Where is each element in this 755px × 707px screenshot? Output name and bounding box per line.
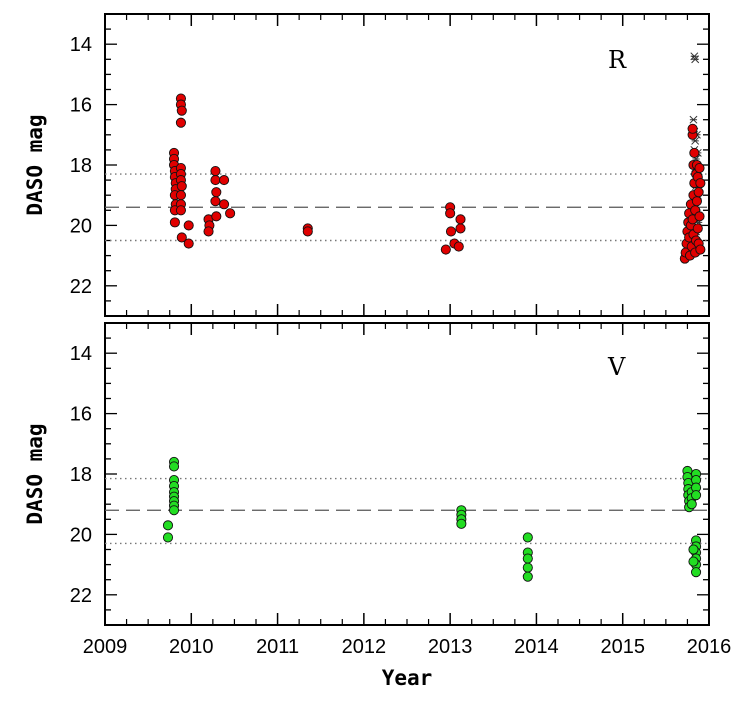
x-axis-title: Year bbox=[382, 666, 433, 690]
r-panel-data-point bbox=[169, 217, 180, 228]
r-panel-upper-limit-marker bbox=[691, 55, 700, 64]
v-panel-data-point bbox=[162, 520, 174, 531]
x-tick-label: 2013 bbox=[428, 636, 473, 658]
r-panel-y-tick-label: 20 bbox=[70, 215, 92, 237]
r-panel-data-point bbox=[225, 208, 236, 219]
v-panel-data-point bbox=[522, 562, 533, 573]
v-panel-y-tick-label: 14 bbox=[70, 343, 92, 365]
v-panel-data-point bbox=[168, 505, 180, 516]
v-panel-y-axis-title: DASO mag bbox=[23, 423, 47, 524]
v-panel-data-point bbox=[522, 553, 533, 564]
r-panel-data-point bbox=[440, 244, 451, 255]
v-panel-data-point bbox=[456, 518, 467, 529]
v-panel-data-point bbox=[688, 556, 699, 567]
r-panel-data-point bbox=[695, 244, 706, 255]
r-panel-data-point bbox=[453, 241, 464, 252]
r-panel-data-point bbox=[694, 162, 705, 174]
v-panel-y-tick-label: 16 bbox=[70, 404, 92, 426]
v-panel-label: V bbox=[607, 353, 626, 381]
x-tick-label: 2012 bbox=[342, 636, 387, 658]
r-panel-data-point bbox=[183, 220, 194, 231]
r-panel-y-tick-label: 16 bbox=[70, 95, 92, 117]
r-panel-data-point bbox=[455, 214, 466, 225]
r-panel-data-point bbox=[694, 211, 705, 222]
v-panel-data-point bbox=[522, 571, 533, 582]
r-panel-data-point bbox=[211, 211, 222, 222]
r-panel-data-point bbox=[302, 226, 313, 237]
r-panel-data-point bbox=[445, 208, 456, 219]
v-panel-y-tick-label: 18 bbox=[70, 464, 92, 486]
x-tick-label: 2011 bbox=[256, 636, 299, 658]
v-panel-y-tick-label: 20 bbox=[70, 524, 92, 546]
x-tick-label: 2009 bbox=[83, 636, 128, 658]
r-panel-data-point bbox=[687, 123, 698, 134]
r-panel-data-point bbox=[689, 147, 700, 158]
x-tick-label: 2014 bbox=[514, 636, 559, 658]
r-panel-data-point bbox=[219, 175, 230, 186]
r-panel-data-point bbox=[692, 223, 703, 234]
x-tick-label: 2015 bbox=[600, 636, 645, 658]
r-panel-y-tick-label: 22 bbox=[70, 276, 92, 298]
r-panel-data-point bbox=[210, 196, 221, 207]
v-panel-data-point bbox=[162, 532, 174, 543]
r-panel-data-point bbox=[455, 223, 466, 234]
r-panel-upper-limit-marker bbox=[689, 115, 698, 124]
x-tick-label: 2016 bbox=[687, 636, 732, 658]
r-panel-y-axis-title: DASO mag bbox=[23, 114, 47, 215]
v-panel-y-tick-label: 22 bbox=[70, 585, 92, 607]
r-panel-data-point bbox=[175, 117, 186, 128]
r-panel-y-tick-label: 18 bbox=[70, 155, 92, 177]
r-panel-data-point bbox=[176, 181, 187, 192]
r-panel-data-point bbox=[203, 226, 214, 237]
r-panel-data-point bbox=[695, 178, 706, 189]
r-panel-data-point bbox=[176, 232, 187, 243]
r-panel-data-point bbox=[219, 199, 230, 210]
x-tick-label: 2010 bbox=[169, 636, 214, 658]
r-panel-data-point bbox=[445, 226, 457, 237]
r-panel-data-point bbox=[691, 196, 702, 207]
v-panel-data-point bbox=[688, 544, 699, 555]
v-panel-data-point bbox=[522, 532, 533, 543]
v-panel-data-point bbox=[691, 490, 702, 501]
r-panel-data-point bbox=[176, 105, 187, 116]
r-panel-data-point bbox=[211, 187, 222, 198]
r-panel-y-tick-label: 14 bbox=[70, 34, 92, 56]
r-panel-data-point bbox=[175, 205, 186, 216]
r-panel-data-point bbox=[210, 165, 221, 177]
v-panel-data-point bbox=[686, 499, 697, 510]
r-panel-data-point bbox=[175, 190, 186, 201]
r-panel-label: R bbox=[608, 46, 627, 74]
r-panel-data-point bbox=[210, 175, 221, 186]
r-panel-data-point bbox=[693, 187, 704, 198]
r-panel-data-point bbox=[183, 238, 194, 249]
v-panel-data-point bbox=[168, 461, 180, 472]
v-panel-data-point bbox=[691, 567, 702, 578]
